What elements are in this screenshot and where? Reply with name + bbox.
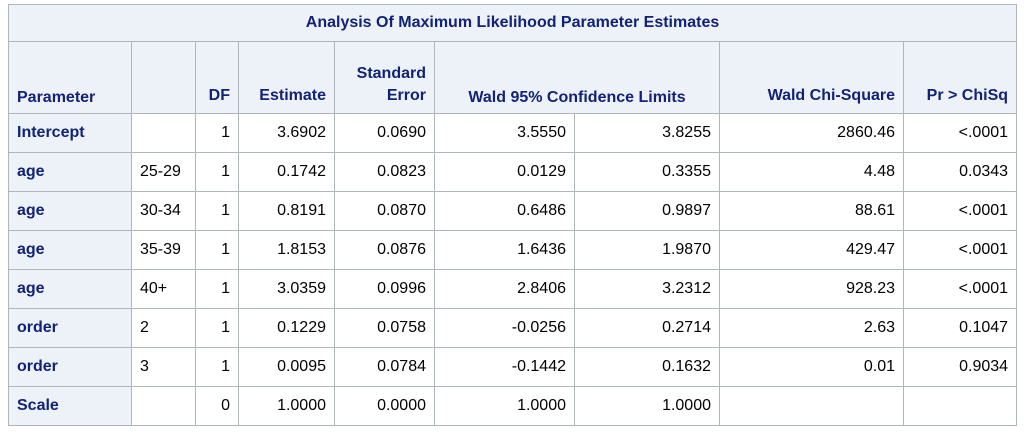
row-df: 1 <box>195 230 239 270</box>
row-chi-square: 2860.46 <box>719 113 904 153</box>
table-row: age 30-34 1 0.8191 0.0870 0.6486 0.9897 88.61 <.… <box>8 191 1018 231</box>
row-chi-square: 4.48 <box>719 152 904 192</box>
row-chi-square: 429.47 <box>719 230 904 270</box>
row-level: 25-29 <box>131 152 196 192</box>
row-df: 0 <box>195 386 239 426</box>
row-estimate: 0.8191 <box>238 191 335 231</box>
row-df: 1 <box>195 152 239 192</box>
row-lower-limit: 1.6436 <box>434 230 575 270</box>
table-row: age 35-39 1 1.8153 0.0876 1.6436 1.9870 429.47 <… <box>8 230 1018 270</box>
row-estimate: 1.8153 <box>238 230 335 270</box>
header-estimate: Estimate <box>238 41 335 114</box>
header-level <box>131 41 196 114</box>
table-title: Analysis Of Maximum Likelihood Parameter… <box>7 4 1018 42</box>
row-level: 35-39 <box>131 230 196 270</box>
row-standard-error: 0.0996 <box>334 269 435 309</box>
row-chi-square: 0.01 <box>719 347 904 387</box>
header-df: DF <box>195 41 239 114</box>
row-p-value: <.0001 <box>902 230 1018 270</box>
row-parameter: Scale <box>8 386 132 426</box>
row-upper-limit: 0.1632 <box>574 347 720 387</box>
row-upper-limit: 0.3355 <box>574 152 720 192</box>
row-standard-error: 0.0784 <box>334 347 435 387</box>
row-estimate: 1.0000 <box>238 386 335 426</box>
row-p-value: 0.9034 <box>902 347 1018 387</box>
table-row: order 2 1 0.1229 0.0758 -0.0256 0.2714 2.63 0.10… <box>8 308 1018 348</box>
row-chi-square: 2.63 <box>719 308 904 348</box>
row-standard-error: 0.0823 <box>334 152 435 192</box>
header-standard-error-line1: Standard <box>356 65 426 82</box>
row-lower-limit: -0.0256 <box>434 308 575 348</box>
header-wald-chi-square: Wald Chi-Square <box>719 41 904 114</box>
row-p-value: <.0001 <box>902 269 1018 309</box>
table-row: age 40+ 1 3.0359 0.0996 2.8406 3.2312 928.23 <.0… <box>8 269 1018 309</box>
header-wald-confidence-limits: Wald 95% Confidence Limits <box>434 41 720 114</box>
row-level: 3 <box>131 347 196 387</box>
table-row: Scale 0 1.0000 0.0000 1.0000 1.0000 <box>8 386 1018 426</box>
header-standard-error-line2: Error <box>386 87 426 104</box>
header-parameter: Parameter <box>8 41 132 114</box>
row-upper-limit: 1.9870 <box>574 230 720 270</box>
table-row: order 3 1 0.0095 0.0784 -0.1442 0.1632 0.01 0.90… <box>8 347 1018 387</box>
row-parameter: order <box>8 347 132 387</box>
row-p-value: 0.0343 <box>902 152 1018 192</box>
row-standard-error: 0.0870 <box>334 191 435 231</box>
row-standard-error: 0.0758 <box>334 308 435 348</box>
row-level: 2 <box>131 308 196 348</box>
row-df: 1 <box>195 308 239 348</box>
row-parameter: age <box>8 152 132 192</box>
row-df: 1 <box>195 269 239 309</box>
row-df: 1 <box>195 347 239 387</box>
row-p-value: 0.1047 <box>902 308 1018 348</box>
header-standard-error: Standard Error <box>334 41 435 114</box>
row-estimate: 0.1742 <box>238 152 335 192</box>
row-lower-limit: 0.6486 <box>434 191 575 231</box>
header-p-value: Pr > ChiSq <box>902 41 1018 114</box>
row-df: 1 <box>195 113 239 153</box>
row-parameter: order <box>8 308 132 348</box>
row-parameter: age <box>8 269 132 309</box>
row-estimate: 0.0095 <box>238 347 335 387</box>
row-standard-error: 0.0000 <box>334 386 435 426</box>
row-upper-limit: 3.2312 <box>574 269 720 309</box>
row-level: 30-34 <box>131 191 196 231</box>
row-lower-limit: 0.0129 <box>434 152 575 192</box>
row-chi-square: 88.61 <box>719 191 904 231</box>
row-lower-limit: -0.1442 <box>434 347 575 387</box>
row-chi-square: 928.23 <box>719 269 904 309</box>
row-chi-square <box>719 386 904 426</box>
row-lower-limit: 2.8406 <box>434 269 575 309</box>
row-estimate: 3.0359 <box>238 269 335 309</box>
row-upper-limit: 3.8255 <box>574 113 720 153</box>
row-upper-limit: 0.2714 <box>574 308 720 348</box>
row-df: 1 <box>195 191 239 231</box>
row-standard-error: 0.0690 <box>334 113 435 153</box>
row-upper-limit: 1.0000 <box>574 386 720 426</box>
row-parameter: age <box>8 191 132 231</box>
row-lower-limit: 1.0000 <box>434 386 575 426</box>
row-upper-limit: 0.9897 <box>574 191 720 231</box>
row-p-value <box>902 386 1018 426</box>
row-lower-limit: 3.5550 <box>434 113 575 153</box>
row-p-value: <.0001 <box>902 113 1018 153</box>
row-level <box>131 386 196 426</box>
row-p-value: <.0001 <box>902 191 1018 231</box>
row-estimate: 0.1229 <box>238 308 335 348</box>
row-level: 40+ <box>131 269 196 309</box>
row-parameter: age <box>8 230 132 270</box>
table-row: age 25-29 1 0.1742 0.0823 0.0129 0.3355 4.48 0.0… <box>8 152 1018 192</box>
parameter-estimates-table: Analysis Of Maximum Likelihood Parameter… <box>7 4 1018 426</box>
row-standard-error: 0.0876 <box>334 230 435 270</box>
row-estimate: 3.6902 <box>238 113 335 153</box>
table-row: Intercept 1 3.6902 0.0690 3.5550 3.8255 2860.4… <box>8 113 1018 153</box>
row-level <box>131 113 196 153</box>
row-parameter: Intercept <box>8 113 132 153</box>
